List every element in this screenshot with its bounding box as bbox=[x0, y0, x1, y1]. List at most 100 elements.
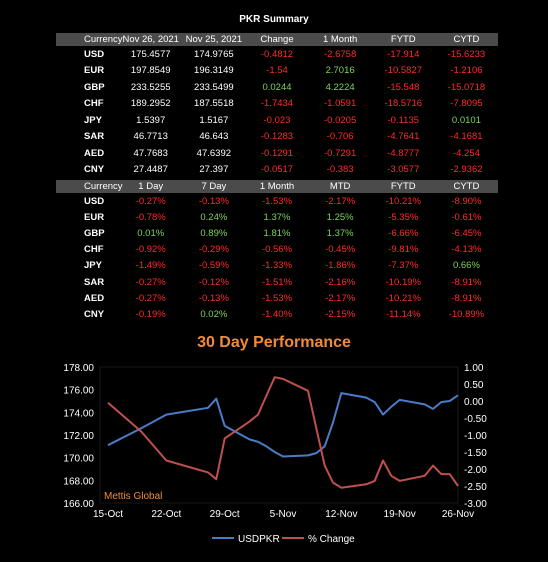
table-row: USD 175.4577 174.9765 -0.4812 -2.6758 -17.914… bbox=[56, 46, 498, 63]
table-cell: -10.5827 bbox=[384, 65, 423, 77]
table-row: AED 47.7683 47.6392 -0.1291 -0.7291 -4.8777 -4… bbox=[56, 145, 498, 162]
table-cell: -4.254 bbox=[452, 147, 480, 159]
currency-code: CNY bbox=[84, 308, 105, 320]
table-row: GBP 0.01% 0.89% 1.81% 1.37% -6.66% -6.45% bbox=[56, 225, 498, 241]
table-cell: 2.7016 bbox=[325, 65, 355, 77]
column-header: 1 Month bbox=[245, 180, 309, 193]
y-right-tick-label: -0.50 bbox=[464, 414, 487, 425]
table-cell: -7.8095 bbox=[450, 98, 483, 110]
table-cell: -8.91% bbox=[451, 276, 482, 288]
table-row: EUR 197.8549 196.3149 -1.54 2.7016 -10.5827 -1… bbox=[56, 63, 498, 80]
currency-code: JPY bbox=[84, 260, 102, 272]
y-right-tick-label: 0.00 bbox=[464, 397, 484, 408]
currency-code: EUR bbox=[84, 65, 105, 77]
column-header: 1 Month bbox=[308, 33, 372, 46]
pkr-percent-change-table: Currency 1 Day 7 Day 1 Month MTD FYTD CYTD USD… bbox=[56, 180, 498, 323]
table-cell: 174.9765 bbox=[194, 48, 234, 60]
column-header: 1 Day bbox=[119, 180, 183, 193]
y-left-tick-label: 172.00 bbox=[63, 431, 94, 442]
currency-code: CNY bbox=[84, 164, 105, 176]
table-cell: -0.023 bbox=[263, 114, 291, 126]
table-cell: -1.49% bbox=[135, 260, 166, 272]
table-row: CNY -0.19% 0.02% -1.40% -2.15% -11.14% -10.89% bbox=[56, 306, 498, 322]
table-cell: 1.37% bbox=[326, 227, 354, 239]
table-cell: -0.59% bbox=[198, 260, 229, 272]
table-cell: 233.5499 bbox=[194, 81, 234, 93]
table-cell: -0.1135 bbox=[387, 114, 420, 126]
column-header: CYTD bbox=[434, 180, 498, 193]
table-cell: -2.15% bbox=[325, 308, 356, 320]
table-cell: -0.13% bbox=[198, 195, 229, 207]
watermark-text: Mettis Global bbox=[104, 491, 162, 502]
table-cell: 197.8549 bbox=[130, 65, 171, 77]
x-tick-label: 5-Nov bbox=[270, 509, 297, 520]
table-cell: -9.81% bbox=[388, 244, 419, 256]
table-cell: -2.6758 bbox=[324, 48, 357, 60]
table-cell: 1.5397 bbox=[136, 114, 166, 126]
table-cell: -4.8777 bbox=[387, 147, 420, 159]
table-cell: -0.78% bbox=[135, 211, 166, 223]
column-header: Currency bbox=[56, 33, 123, 46]
y-right-tick-label: -1.00 bbox=[464, 431, 487, 442]
table-cell: 233.5255 bbox=[130, 81, 171, 93]
table-cell: -3.0577 bbox=[387, 164, 420, 176]
currency-code: CHF bbox=[84, 98, 104, 110]
table-cell: -1.86% bbox=[325, 260, 356, 272]
table-cell: 175.4577 bbox=[130, 48, 171, 60]
y-right-tick-label: 0.50 bbox=[464, 380, 484, 391]
table-cell: -6.45% bbox=[451, 227, 482, 239]
table-cell: 1.81% bbox=[263, 227, 291, 239]
currency-code: EUR bbox=[84, 211, 105, 223]
table-row: JPY -1.49% -0.59% -1.33% -1.86% -7.37% 0.66% bbox=[56, 258, 498, 274]
table-cell: -0.7291 bbox=[324, 147, 357, 159]
table-cell: -0.19% bbox=[135, 308, 166, 320]
table-cell: 196.3149 bbox=[194, 65, 234, 77]
table-cell: -0.56% bbox=[261, 244, 293, 256]
table-cell: 187.5518 bbox=[194, 98, 234, 110]
table-cell: -0.13% bbox=[198, 292, 229, 304]
table-cell: 1.37% bbox=[263, 211, 291, 223]
table-cell: -0.0517 bbox=[260, 164, 294, 176]
x-tick-label: 12-Nov bbox=[325, 509, 357, 520]
currency-code: SAR bbox=[84, 276, 105, 288]
series-line-pct-change bbox=[107, 376, 459, 489]
table-cell: -2.9362 bbox=[450, 164, 483, 176]
table-cell: -2.16% bbox=[325, 276, 356, 288]
table-cell: 0.0244 bbox=[262, 81, 292, 93]
x-tick-label: 29-Oct bbox=[210, 509, 240, 520]
table-cell: 27.4487 bbox=[133, 164, 168, 176]
table-cell: 1.25% bbox=[326, 211, 354, 223]
table-cell: -1.7434 bbox=[260, 98, 294, 110]
table-row: JPY 1.5397 1.5167 -0.023 -0.0205 -0.1135 0.010… bbox=[56, 112, 498, 129]
x-tick-label: 22-Oct bbox=[151, 509, 181, 520]
table-row: AED -0.27% -0.13% -1.53% -2.17% -10.21% -8.91% bbox=[56, 290, 498, 306]
column-header: FYTD bbox=[371, 33, 435, 46]
currency-code: SAR bbox=[84, 131, 105, 143]
table-cell: -0.27% bbox=[135, 292, 166, 304]
column-header: MTD bbox=[308, 180, 372, 193]
table-cell: -0.45% bbox=[325, 244, 356, 256]
column-header: Change bbox=[245, 33, 309, 46]
column-header: 7 Day bbox=[182, 180, 246, 193]
table-cell: 4.2224 bbox=[325, 81, 355, 93]
y-right-tick-label: -2.00 bbox=[464, 465, 487, 476]
table-cell: -6.66% bbox=[388, 227, 419, 239]
table-cell: -4.7641 bbox=[387, 131, 420, 143]
table-cell: -10.89% bbox=[448, 308, 485, 320]
table-cell: -0.27% bbox=[135, 195, 166, 207]
table-cell: -10.19% bbox=[385, 276, 421, 288]
column-header: CYTD bbox=[434, 33, 498, 46]
table-cell: -10.21% bbox=[385, 292, 421, 304]
currency-code: AED bbox=[84, 292, 105, 304]
y-right-tick-label: -3.00 bbox=[464, 499, 487, 510]
summary-title: PKR Summary bbox=[239, 14, 309, 25]
legend-label: % Change bbox=[308, 534, 355, 545]
table-row: CHF -0.92% -0.29% -0.56% -0.45% -9.81% -4.13% bbox=[56, 242, 498, 258]
table-cell: -1.51% bbox=[261, 276, 293, 288]
table-cell: -8.90% bbox=[451, 195, 482, 207]
table-row: GBP 233.5255 233.5499 0.0244 4.2224 -15.548 -1… bbox=[56, 79, 498, 96]
x-tick-label: 19-Nov bbox=[384, 509, 416, 520]
table-cell: -0.706 bbox=[326, 131, 354, 143]
column-header: FYTD bbox=[371, 180, 435, 193]
